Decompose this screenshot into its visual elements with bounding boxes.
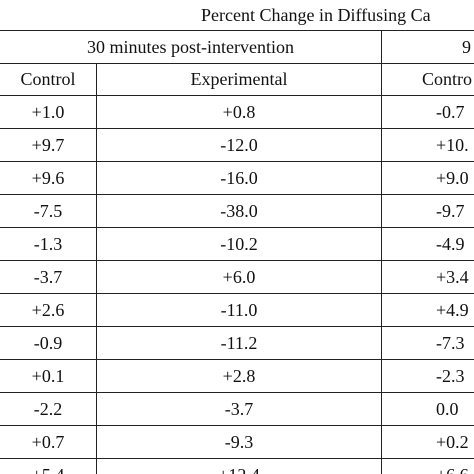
table-cell: +2.8	[222, 366, 256, 386]
row-rule	[0, 293, 474, 294]
table-cell: +0.7	[31, 432, 65, 452]
table-cell: +4.9	[436, 300, 469, 320]
row-rule	[0, 359, 474, 360]
row-rule	[0, 95, 474, 96]
column-header-control: Control	[20, 69, 76, 89]
table-cell: +9.0	[436, 168, 469, 188]
group-header-30-minutes: 30 minutes post-intervention	[87, 37, 294, 57]
table-cell: +2.6	[31, 300, 65, 320]
table-cell: +6.6	[436, 459, 474, 474]
row-rule	[0, 128, 474, 129]
table-cell: +5.4	[0, 459, 96, 474]
table-cell: +12.4	[97, 459, 381, 474]
row-rule	[0, 161, 474, 162]
column-divider-2	[381, 31, 382, 474]
table-cell: -9.3	[224, 432, 254, 452]
table-cell: -11.2	[220, 333, 258, 353]
row-rule	[0, 260, 474, 261]
table-cell: -4.9	[436, 234, 465, 254]
group-header-rule	[0, 63, 474, 64]
table-cell: +9.6	[31, 168, 65, 188]
row-rule	[0, 326, 474, 327]
table-cell: -3.7	[33, 267, 63, 287]
table-cell: +1.0	[31, 102, 65, 122]
table-cell: -1.3	[33, 234, 63, 254]
table-cell: -0.9	[33, 333, 63, 353]
table-cell: 0.0	[436, 399, 459, 419]
row-rule	[0, 425, 474, 426]
table-cell: +0.2	[436, 432, 469, 452]
table-title: Percent Change in Diffusing Ca	[201, 5, 431, 25]
table-cell: +6.0	[222, 267, 256, 287]
table-cell: -10.2	[220, 234, 258, 254]
row-rule	[0, 194, 474, 195]
column-header-control-2: Contro	[422, 69, 473, 89]
table-cell: -2.2	[33, 399, 63, 419]
table-cell: +9.7	[31, 135, 65, 155]
table-cell: -38.0	[220, 201, 258, 221]
table-cell: +10.	[436, 135, 469, 155]
table-cell: -12.0	[220, 135, 258, 155]
column-divider-1	[96, 63, 97, 474]
table-cell: +0.1	[31, 366, 65, 386]
table-cell: -7.3	[436, 333, 465, 353]
table-cell: -7.5	[33, 201, 63, 221]
group-header-second: 9	[462, 37, 471, 57]
table-cell: +0.8	[222, 102, 256, 122]
row-rule	[0, 392, 474, 393]
table-cell: +3.4	[436, 267, 469, 287]
table-cell: -11.0	[220, 300, 258, 320]
row-rule	[0, 227, 474, 228]
row-rule	[0, 458, 474, 459]
table-cell: -16.0	[220, 168, 258, 188]
table-cell: -3.7	[224, 399, 254, 419]
table-cell: -0.7	[436, 102, 465, 122]
table-cell: -2.3	[436, 366, 465, 386]
table-top-rule	[0, 30, 474, 31]
column-header-experimental: Experimental	[190, 69, 288, 89]
table-cell: -9.7	[436, 201, 465, 221]
